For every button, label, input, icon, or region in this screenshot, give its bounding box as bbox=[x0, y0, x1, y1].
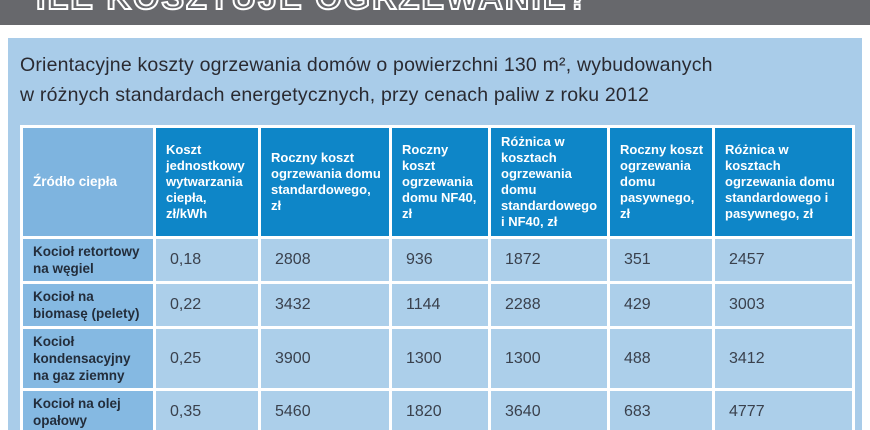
title-bar: ILE KOSZTUJE OGRZEWANIE? bbox=[0, 0, 870, 25]
table-header-row: Źródło ciepła Koszt jednostkowy wytwarzan… bbox=[23, 128, 852, 236]
value-cell: 351 bbox=[610, 239, 712, 281]
column-header: Roczny koszt ogrzewania domu standardowe… bbox=[261, 128, 389, 236]
value-cell: 0,25 bbox=[156, 329, 258, 388]
value-cell: 2457 bbox=[715, 239, 852, 281]
column-header: Roczny koszt ogrzewania domu pasywnego, … bbox=[610, 128, 712, 236]
value-cell: 3003 bbox=[715, 284, 852, 326]
table-row: Kocioł na olej opałowy 0,35 5460 1820 3640 68… bbox=[23, 391, 852, 430]
row-label: Kocioł kondensacyjny na gaz ziemny bbox=[23, 329, 153, 388]
column-header-source: Źródło ciepła bbox=[23, 128, 153, 236]
value-cell: 488 bbox=[610, 329, 712, 388]
value-cell: 683 bbox=[610, 391, 712, 430]
column-header: Koszt jednostkowy wytwarzania ciepła, zł… bbox=[156, 128, 258, 236]
value-cell: 0,18 bbox=[156, 239, 258, 281]
row-label: Kocioł na olej opałowy bbox=[23, 391, 153, 430]
column-header: Roczny koszt ogrzewania domu NF40, zł bbox=[392, 128, 488, 236]
page-title: ILE KOSZTUJE OGRZEWANIE? bbox=[35, 0, 590, 16]
table-row: Kocioł kondensacyjny na gaz ziemny 0,25 39… bbox=[23, 329, 852, 388]
value-cell: 3412 bbox=[715, 329, 852, 388]
row-label: Kocioł na biomasę (pelety) bbox=[23, 284, 153, 326]
value-cell: 1300 bbox=[392, 329, 488, 388]
value-cell: 3640 bbox=[491, 391, 607, 430]
value-cell: 429 bbox=[610, 284, 712, 326]
info-panel: Orientacyjne koszty ogrzewania domów o p… bbox=[8, 38, 862, 430]
table-row: Kocioł retortowy na węgiel 0,18 2808 936 187… bbox=[23, 239, 852, 281]
value-cell: 936 bbox=[392, 239, 488, 281]
value-cell: 0,22 bbox=[156, 284, 258, 326]
value-cell: 2808 bbox=[261, 239, 389, 281]
row-label: Kocioł retortowy na węgiel bbox=[23, 239, 153, 281]
value-cell: 2288 bbox=[491, 284, 607, 326]
intro-line-2: w różnych standardach energetycznych, pr… bbox=[20, 84, 650, 106]
value-cell: 5460 bbox=[261, 391, 389, 430]
value-cell: 3900 bbox=[261, 329, 389, 388]
value-cell: 3432 bbox=[261, 284, 389, 326]
column-header: Różnica w kosztach ogrzewania domu stand… bbox=[715, 128, 852, 236]
table-row: Kocioł na biomasę (pelety) 0,22 3432 1144 22… bbox=[23, 284, 852, 326]
value-cell: 1872 bbox=[491, 239, 607, 281]
value-cell: 1300 bbox=[491, 329, 607, 388]
heating-costs-table: Źródło ciepła Koszt jednostkowy wytwarzan… bbox=[20, 125, 855, 430]
value-cell: 1144 bbox=[392, 284, 488, 326]
value-cell: 4777 bbox=[715, 391, 852, 430]
column-header: Różnica w kosztach ogrzewania domu stand… bbox=[491, 128, 607, 236]
value-cell: 0,35 bbox=[156, 391, 258, 430]
value-cell: 1820 bbox=[392, 391, 488, 430]
intro-text: Orientacyjne koszty ogrzewania domów o p… bbox=[20, 50, 862, 110]
intro-line-1: Orientacyjne koszty ogrzewania domów o p… bbox=[20, 54, 713, 76]
